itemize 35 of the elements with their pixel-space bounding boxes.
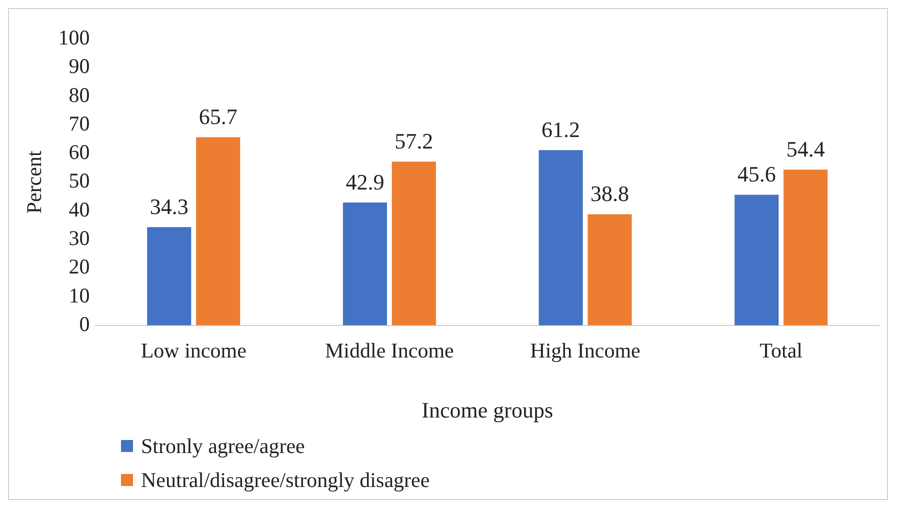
x-tick-label: Total (760, 338, 803, 363)
y-axis-title: Percent (22, 150, 46, 214)
x-tick-label: Low income (140, 338, 246, 363)
bar (196, 137, 240, 326)
bar (538, 150, 583, 326)
bar (147, 227, 192, 326)
legend-label: Stronly agree/agree (141, 434, 305, 458)
y-tick-label: 70 (68, 111, 90, 136)
data-label: 65.7 (198, 104, 238, 130)
y-tick-label: 60 (68, 140, 90, 164)
data-label: 42.9 (346, 169, 384, 194)
y-tick-label: 50 (68, 168, 90, 193)
x-tick-label: High Income (530, 338, 640, 363)
y-tick-label: 100 (58, 26, 90, 50)
x-axis-title: Income groups (422, 398, 554, 423)
bar (392, 162, 436, 326)
data-label: 57.2 (394, 128, 434, 154)
data-label: 61.2 (542, 116, 580, 142)
y-tick-label: 0 (79, 312, 90, 336)
y-tick-label: 10 (68, 283, 90, 308)
bar (588, 214, 632, 326)
y-tick-label: 90 (68, 54, 90, 78)
data-label: 38.8 (590, 181, 629, 206)
bar (342, 202, 387, 326)
y-tick-label: 40 (68, 197, 90, 222)
bar (784, 170, 828, 326)
bar (734, 194, 779, 326)
legend-label: Neutral/disagree/strongly disagree (141, 468, 430, 492)
data-label: 34.3 (150, 194, 188, 219)
data-label: 45.6 (737, 162, 776, 187)
x-tick-label: Middle Income (324, 338, 454, 363)
y-tick-label: 20 (68, 254, 90, 279)
y-tick-label: 30 (68, 226, 90, 250)
y-tick-label: 80 (68, 82, 90, 107)
data-label: 54.4 (786, 136, 825, 162)
